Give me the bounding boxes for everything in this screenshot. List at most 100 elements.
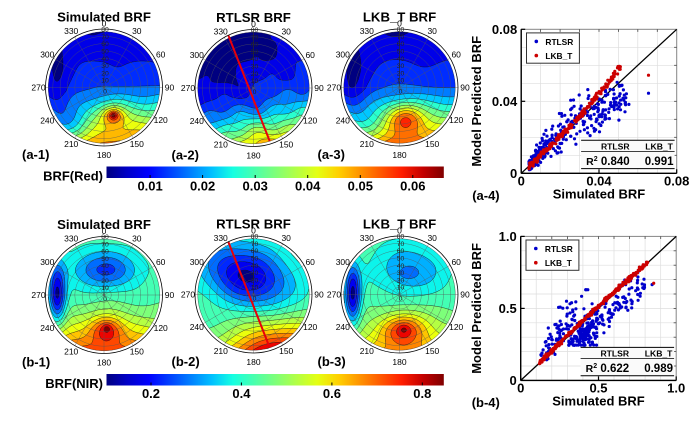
svg-text:60: 60	[397, 248, 405, 255]
svg-text:180: 180	[97, 150, 111, 160]
svg-text:80: 80	[251, 234, 259, 241]
svg-text:50: 50	[397, 48, 405, 55]
svg-text:30: 30	[281, 26, 291, 36]
svg-text:LKB_T BRF: LKB_T BRF	[363, 10, 436, 25]
svg-text:240: 240	[336, 115, 350, 125]
svg-text:20: 20	[101, 278, 109, 285]
svg-text:0: 0	[103, 296, 107, 303]
svg-text:270: 270	[327, 290, 341, 300]
svg-text:70: 70	[101, 34, 109, 41]
svg-text:BRF(Red): BRF(Red)	[43, 169, 103, 184]
svg-text:300: 300	[40, 257, 54, 267]
svg-text:10: 10	[101, 78, 109, 85]
svg-text:30: 30	[427, 26, 437, 36]
svg-text:0: 0	[102, 226, 107, 236]
svg-text:60: 60	[397, 41, 405, 48]
svg-text:R2: R2	[586, 156, 598, 168]
svg-text:LKB_T BRF: LKB_T BRF	[363, 217, 436, 232]
svg-text:300: 300	[336, 257, 350, 267]
svg-text:0.4: 0.4	[232, 386, 251, 401]
svg-text:Model Predicted BRF: Model Predicted BRF	[469, 36, 484, 167]
svg-text:50: 50	[101, 48, 109, 55]
svg-text:330: 330	[214, 26, 228, 36]
svg-text:RTLSR: RTLSR	[600, 348, 629, 358]
svg-text:30: 30	[101, 271, 109, 278]
svg-text:90: 90	[314, 83, 324, 93]
svg-text:70: 70	[397, 241, 405, 248]
svg-text:80: 80	[251, 27, 259, 34]
svg-text:150: 150	[425, 139, 439, 149]
svg-text:330: 330	[360, 26, 374, 36]
svg-text:90: 90	[165, 83, 175, 93]
svg-text:150: 150	[130, 139, 144, 149]
svg-text:RTLSR: RTLSR	[545, 244, 573, 254]
svg-text:30: 30	[132, 233, 142, 243]
svg-text:60: 60	[251, 42, 259, 49]
svg-text:240: 240	[336, 322, 350, 332]
svg-text:0: 0	[397, 226, 402, 236]
svg-text:20: 20	[251, 277, 259, 284]
svg-text:10: 10	[251, 285, 259, 292]
svg-text:210: 210	[214, 140, 228, 150]
svg-text:40: 40	[251, 263, 259, 270]
svg-text:0: 0	[517, 381, 524, 396]
svg-text:Simulated BRF: Simulated BRF	[57, 10, 151, 25]
svg-text:(b-4): (b-4)	[472, 395, 500, 410]
svg-text:0.02: 0.02	[190, 179, 215, 194]
svg-text:(a-1): (a-1)	[22, 147, 49, 162]
svg-text:300: 300	[190, 50, 204, 60]
svg-text:(a-2): (a-2)	[172, 148, 199, 163]
svg-text:(a-4): (a-4)	[472, 188, 499, 203]
svg-text:300: 300	[190, 257, 204, 267]
svg-text:40: 40	[101, 263, 109, 270]
svg-text:70: 70	[397, 34, 405, 41]
svg-text:210: 210	[360, 346, 374, 356]
svg-text:0: 0	[253, 89, 257, 96]
svg-text:50: 50	[397, 255, 405, 262]
svg-text:BRF(NIR): BRF(NIR)	[45, 376, 103, 391]
svg-text:10: 10	[251, 78, 259, 85]
svg-text:Model Predicted BRF: Model Predicted BRF	[469, 243, 484, 374]
svg-text:210: 210	[214, 346, 228, 356]
svg-text:30: 30	[251, 64, 259, 71]
svg-text:80: 80	[397, 234, 405, 241]
svg-text:180: 180	[392, 357, 406, 367]
svg-text:0.991: 0.991	[645, 156, 674, 168]
svg-text:300: 300	[40, 50, 54, 60]
svg-text:0: 0	[518, 174, 525, 189]
svg-text:0.5: 0.5	[589, 381, 607, 396]
svg-text:0.04: 0.04	[295, 179, 321, 194]
svg-text:150: 150	[279, 346, 293, 356]
svg-text:0.06: 0.06	[400, 179, 425, 194]
svg-text:0.03: 0.03	[243, 179, 268, 194]
svg-text:180: 180	[246, 357, 260, 367]
svg-text:(b-1): (b-1)	[22, 355, 50, 370]
svg-text:90: 90	[165, 290, 175, 300]
svg-text:180: 180	[392, 150, 406, 160]
svg-text:150: 150	[425, 346, 439, 356]
svg-text:0: 0	[509, 373, 516, 388]
svg-text:210: 210	[360, 139, 374, 149]
svg-text:0.08: 0.08	[664, 174, 689, 189]
svg-text:10: 10	[397, 285, 405, 292]
svg-text:60: 60	[305, 50, 315, 60]
svg-text:1.0: 1.0	[499, 229, 517, 244]
svg-text:RTLSR: RTLSR	[601, 141, 630, 151]
svg-text:RTLSR BRF: RTLSR BRF	[216, 217, 291, 232]
svg-text:180: 180	[246, 151, 260, 161]
svg-text:30: 30	[397, 63, 405, 70]
svg-text:0.01: 0.01	[137, 179, 162, 194]
svg-text:Simulated BRF: Simulated BRF	[553, 186, 646, 201]
svg-text:70: 70	[101, 241, 109, 248]
svg-text:0: 0	[399, 89, 403, 96]
svg-text:0: 0	[510, 166, 517, 181]
svg-text:40: 40	[101, 56, 109, 63]
svg-text:60: 60	[156, 257, 166, 267]
svg-text:R2: R2	[586, 363, 598, 375]
svg-text:30: 30	[251, 270, 259, 277]
svg-text:0.08: 0.08	[492, 22, 517, 37]
svg-text:90: 90	[460, 83, 470, 93]
svg-text:40: 40	[251, 56, 259, 63]
svg-text:0.5: 0.5	[499, 301, 517, 316]
svg-text:120: 120	[154, 323, 168, 333]
